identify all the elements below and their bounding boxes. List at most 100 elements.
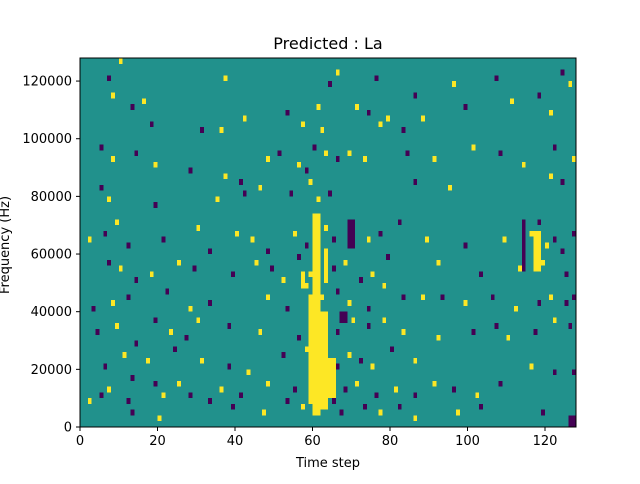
heatmap-cell	[413, 357, 418, 364]
heatmap-cell	[285, 305, 290, 312]
heatmap-cell	[382, 317, 387, 324]
heatmap-cell	[215, 196, 220, 203]
heatmap-cell	[149, 271, 154, 278]
plot-area	[79, 57, 577, 428]
y-tick-label: 60000	[31, 248, 72, 263]
heatmap-cell	[99, 144, 104, 151]
heatmap-cell	[502, 236, 507, 243]
heatmap-cell	[130, 409, 135, 416]
heatmap-cell	[413, 179, 418, 185]
heatmap-cell	[126, 398, 131, 404]
heatmap-cell	[176, 380, 181, 387]
heatmap-cell	[107, 386, 111, 393]
heatmap-cell	[537, 300, 542, 306]
y-tick-label: 0	[64, 421, 72, 436]
heatmap-cell	[153, 161, 158, 168]
heatmap-cell	[494, 75, 499, 82]
heatmap-cell	[335, 363, 340, 370]
heatmap-cell	[533, 328, 538, 335]
heatmap-cell	[347, 352, 352, 358]
heatmap-cell	[366, 236, 371, 243]
heatmap-cell	[188, 167, 193, 174]
heatmap-cell	[285, 398, 290, 404]
heatmap-cell	[343, 386, 348, 393]
heatmap-cell	[335, 288, 340, 295]
heatmap-cell	[448, 184, 452, 191]
heatmap-cell	[300, 121, 305, 128]
heatmap-cell	[479, 271, 483, 278]
heatmap-cell	[378, 230, 383, 237]
heatmap-cell	[196, 225, 201, 231]
heatmap-cell	[207, 248, 212, 255]
y-tick-label: 20000	[31, 363, 72, 378]
heatmap-block	[521, 219, 526, 272]
x-tick-label: 60	[304, 434, 321, 449]
heatmap-cell	[266, 294, 270, 301]
heatmap-cell	[134, 277, 139, 283]
heatmap-cell	[300, 403, 305, 410]
heatmap-cell	[289, 190, 294, 197]
y-tick-label: 40000	[31, 305, 72, 320]
heatmap-cell	[436, 259, 441, 266]
heatmap-cell	[111, 92, 115, 99]
heatmap-cell	[378, 121, 383, 128]
heatmap-cell	[153, 202, 158, 208]
heatmap-cell	[308, 392, 313, 399]
heatmap-cell	[281, 277, 286, 283]
heatmap-cell	[548, 173, 553, 180]
heatmap-cell	[548, 109, 553, 116]
heatmap-cell	[351, 225, 356, 231]
heatmap-block	[300, 271, 305, 289]
heatmap-cell	[529, 363, 534, 370]
heatmap-cell	[277, 150, 282, 157]
heatmap-cell	[424, 236, 429, 243]
heatmap-cell	[169, 328, 173, 335]
heatmap-block	[339, 311, 348, 324]
heatmap-cell	[153, 380, 158, 387]
heatmap-cell	[200, 127, 204, 133]
heatmap-cell	[188, 305, 193, 312]
heatmap-cell	[184, 334, 189, 341]
heatmap-cell	[359, 277, 363, 283]
heatmap-cell	[401, 328, 406, 335]
heatmap-cell	[386, 115, 390, 122]
heatmap-cell	[421, 294, 425, 301]
heatmap-cell	[335, 69, 340, 76]
chart-title: Predicted : La	[273, 34, 382, 53]
heatmap-cell	[359, 357, 363, 364]
heatmap-cell	[157, 415, 162, 422]
heatmap-cell	[355, 104, 359, 110]
heatmap-cell	[324, 150, 328, 157]
heatmap-cell	[386, 254, 390, 260]
heatmap-cell	[87, 236, 92, 243]
heatmap-cell	[111, 156, 115, 162]
heatmap-cell	[304, 167, 309, 174]
heatmap-cell	[463, 242, 468, 249]
heatmap-cell	[490, 294, 495, 301]
heatmap-cell	[514, 305, 518, 312]
heatmap-cell	[266, 248, 270, 255]
heatmap-cell	[107, 196, 111, 203]
heatmap-cell	[149, 121, 154, 128]
heatmap-cell	[397, 403, 402, 410]
heatmap-cell	[471, 328, 476, 335]
heatmap-cell	[297, 334, 301, 341]
heatmap-cell	[126, 242, 131, 249]
heatmap-cell	[134, 340, 139, 347]
heatmap-cell	[393, 386, 398, 393]
heatmap-cell	[246, 369, 251, 376]
heatmap-cell	[161, 392, 166, 399]
heatmap-cell	[552, 317, 557, 324]
heatmap-cell	[262, 409, 266, 416]
heatmap-cell	[413, 392, 418, 399]
heatmap-cell	[227, 323, 232, 329]
heatmap-cell	[95, 328, 100, 335]
heatmap-cell	[572, 156, 576, 162]
y-tick-label: 120000	[22, 75, 72, 90]
heatmap-cell	[548, 294, 553, 301]
heatmap-cell	[355, 380, 359, 387]
x-axis-label: Time step	[295, 456, 360, 471]
heatmap-cell	[130, 104, 135, 110]
heatmap-cell	[552, 369, 557, 376]
